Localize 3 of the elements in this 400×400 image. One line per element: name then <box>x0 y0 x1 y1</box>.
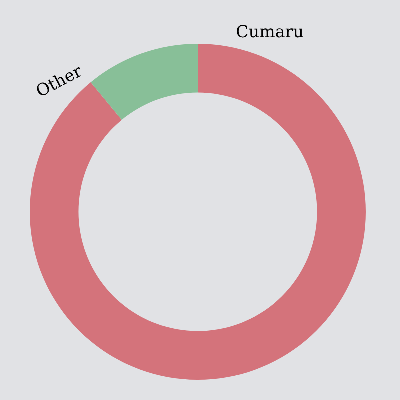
donut-slice <box>90 44 198 120</box>
donut-slice <box>30 44 366 380</box>
slice-label: Cumaru <box>237 25 304 38</box>
